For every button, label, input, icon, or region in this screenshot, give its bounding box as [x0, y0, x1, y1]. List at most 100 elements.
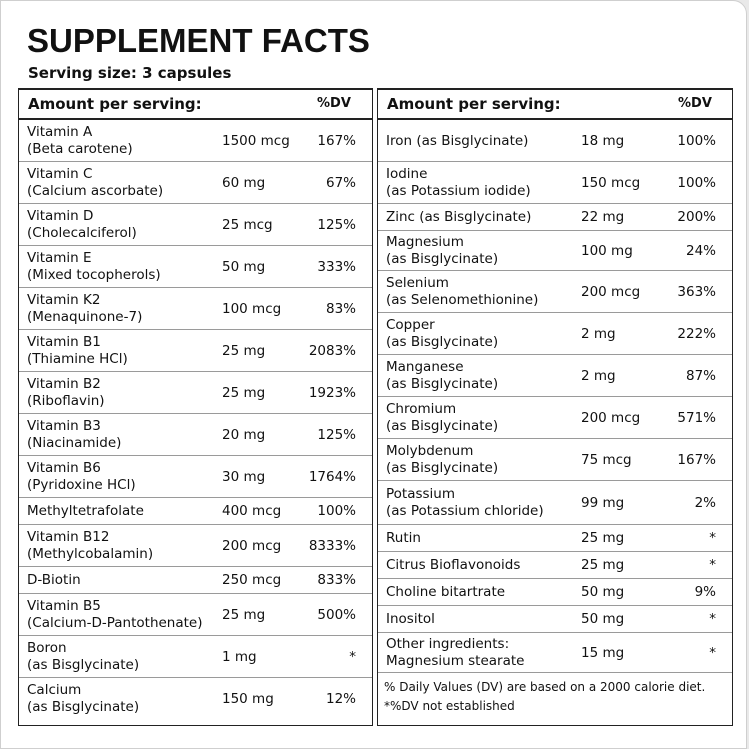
- footnote: *%DV not established: [384, 699, 515, 713]
- dv-header: %DV: [317, 96, 351, 111]
- nutrient-dv: 333%: [317, 258, 356, 275]
- nutrient-row: Other ingredients: Magnesium stearate 15 m…: [378, 633, 732, 673]
- nutrient-dv: 9%: [694, 584, 716, 600]
- nutrient-name-line2: (as Potassium iodide): [386, 183, 531, 199]
- nutrient-name: Iron (as Bisglycinate): [386, 133, 528, 150]
- amount-per-serving-header: Amount per serving:: [28, 95, 202, 113]
- nutrient-name-line1: Other ingredients:: [386, 636, 510, 652]
- nutrient-name-line2: (as Selenomethionine): [386, 292, 539, 308]
- nutrient-dv: 2083%: [308, 342, 356, 359]
- nutrient-row: Vitamin B12 (Methylcobalamin) 200 mcg 8333%: [19, 525, 372, 567]
- nutrient-dv: 222%: [677, 325, 716, 342]
- nutrient-name-line1: Vitamin A: [27, 124, 93, 140]
- nutrient-row: Vitamin B1 (Thiamine HCl) 25 mg 2083%: [19, 330, 372, 372]
- nutrient-name: Vitamin B12 (Methylcobalamin): [27, 529, 153, 563]
- nutrient-amount: 2 mg: [581, 367, 616, 384]
- nutrient-name-line1: D-Biotin: [27, 572, 81, 588]
- nutrient-dv: 67%: [325, 174, 356, 191]
- nutrient-dv: *: [709, 530, 716, 546]
- nutrient-name-line2: (as Bisglycinate): [386, 376, 499, 392]
- nutrient-amount: 25 mg: [222, 384, 266, 401]
- nutrient-amount: 50 mg: [581, 611, 625, 627]
- nutrient-dv: 363%: [677, 283, 716, 300]
- nutrient-dv: 571%: [677, 409, 716, 426]
- nutrient-name-line1: Zinc (as Bisglycinate): [386, 209, 532, 225]
- nutrient-name-line1: Boron: [27, 640, 67, 656]
- nutrient-amount: 1500 mcg: [222, 132, 290, 149]
- nutrient-name-line2: (as Bisglycinate): [386, 418, 499, 434]
- nutrient-amount: 400 mcg: [222, 503, 282, 519]
- nutrient-name: Copper (as Bisglycinate): [386, 317, 498, 351]
- nutrient-name: Vitamin C (Calcium ascorbate): [27, 166, 163, 200]
- nutrient-name-line2: (as Potassium chloride): [386, 503, 544, 519]
- nutrient-dv: 200%: [677, 209, 716, 225]
- nutrient-name: Vitamin B3 (Niacinamide): [27, 418, 121, 452]
- nutrient-row: Vitamin B6 (Pyridoxine HCl) 30 mg 1764%: [19, 456, 372, 498]
- nutrient-row: Vitamin K2 (Menaquinone-7) 100 mcg 83%: [19, 288, 372, 330]
- nutrient-name-line2: (Calcium ascorbate): [27, 183, 164, 199]
- nutrient-dv: 833%: [317, 572, 356, 588]
- left-nutrient-table: Amount per serving: %DV Vitamin A (Beta c…: [18, 88, 373, 726]
- nutrient-dv: 125%: [317, 426, 356, 443]
- nutrient-name-line1: Selenium: [386, 275, 449, 291]
- nutrient-name-line2: (Mixed tocopherols): [27, 267, 161, 283]
- nutrient-amount: 50 mg: [581, 584, 625, 600]
- nutrient-row: Vitamin B5 (Calcium-D-Pantothenate) 25 mg 5…: [19, 594, 372, 636]
- nutrient-dv: 500%: [317, 606, 356, 623]
- nutrient-dv: 12%: [325, 690, 356, 707]
- nutrient-name-line1: Vitamin B5: [27, 598, 101, 614]
- nutrient-dv: 1764%: [308, 468, 356, 485]
- page-title: SUPPLEMENT FACTS: [27, 22, 370, 59]
- dv-header: %DV: [678, 96, 712, 111]
- nutrient-name-line1: Methyltetrafolate: [27, 503, 144, 519]
- nutrient-row: Vitamin D (Cholecalciferol) 25 mcg 125%: [19, 204, 372, 246]
- nutrient-name-line2: (as Bisglycinate): [27, 699, 140, 715]
- nutrient-name-line1: Copper: [386, 317, 435, 333]
- nutrient-row: Boron (as Bisglycinate) 1 mg *: [19, 636, 372, 678]
- nutrient-name: Vitamin K2 (Menaquinone-7): [27, 292, 142, 326]
- nutrient-name-line2: (Calcium-D-Pantothenate): [27, 615, 203, 631]
- amount-per-serving-header: Amount per serving:: [387, 95, 561, 113]
- nutrient-dv: 167%: [317, 132, 356, 149]
- serving-size: Serving size: 3 capsules: [28, 64, 232, 82]
- nutrient-name-line1: Vitamin C: [27, 166, 93, 182]
- nutrient-name: Potassium (as Potassium chloride): [386, 486, 544, 520]
- nutrient-name-line2: (Beta carotene): [27, 141, 133, 157]
- nutrient-name-line2: (Riboflavin): [27, 393, 105, 409]
- nutrient-name: Vitamin B1 (Thiamine HCl): [27, 334, 128, 368]
- nutrient-amount: 1 mg: [222, 648, 257, 665]
- nutrient-name: Citrus Bioflavonoids: [386, 557, 520, 574]
- nutrient-name-line1: Iodine: [386, 166, 428, 182]
- nutrient-row: D-Biotin 250 mcg 833%: [19, 567, 372, 594]
- nutrient-name: Vitamin B6 (Pyridoxine HCl): [27, 460, 136, 494]
- nutrient-name-line1: Vitamin B12: [27, 529, 110, 545]
- nutrient-name-line1: Rutin: [386, 530, 421, 546]
- nutrient-name: Vitamin B2 (Riboflavin): [27, 376, 105, 410]
- nutrient-amount: 200 mcg: [222, 537, 282, 554]
- nutrient-dv: *: [349, 648, 356, 665]
- nutrient-row: Molybdenum (as Bisglycinate) 75 mcg 167%: [378, 439, 732, 481]
- nutrient-name-line1: Vitamin B1: [27, 334, 101, 350]
- nutrient-name-line1: Iron (as Bisglycinate): [386, 132, 529, 149]
- nutrient-row: Calcium (as Bisglycinate) 150 mg 12%: [19, 678, 372, 720]
- left-table-header: Amount per serving: %DV: [19, 90, 372, 120]
- nutrient-name: Methyltetrafolate: [27, 503, 144, 520]
- nutrient-name: Zinc (as Bisglycinate): [386, 209, 531, 226]
- nutrient-row: Vitamin C (Calcium ascorbate) 60 mg 67%: [19, 162, 372, 204]
- nutrient-row: Inositol 50 mg *: [378, 606, 732, 633]
- nutrient-dv: 24%: [685, 242, 716, 259]
- nutrient-dv: 2%: [694, 494, 716, 511]
- nutrient-row: Vitamin A (Beta carotene) 1500 mcg 167%: [19, 120, 372, 162]
- nutrient-name-line2: (Cholecalciferol): [27, 225, 137, 241]
- nutrient-amount: 15 mg: [581, 644, 625, 661]
- nutrient-amount: 25 mg: [581, 557, 625, 573]
- right-nutrient-table: Amount per serving: %DV Iron (as Bisglyc…: [377, 88, 733, 726]
- nutrient-name: D-Biotin: [27, 572, 81, 589]
- nutrient-dv: 87%: [685, 367, 716, 384]
- nutrient-name-line2: (Niacinamide): [27, 435, 122, 451]
- footnotes: % Daily Values (DV) are based on a 2000 …: [384, 679, 728, 714]
- nutrient-amount: 100 mg: [581, 242, 633, 259]
- nutrient-amount: 25 mcg: [222, 216, 273, 233]
- nutrient-amount: 25 mg: [581, 530, 625, 546]
